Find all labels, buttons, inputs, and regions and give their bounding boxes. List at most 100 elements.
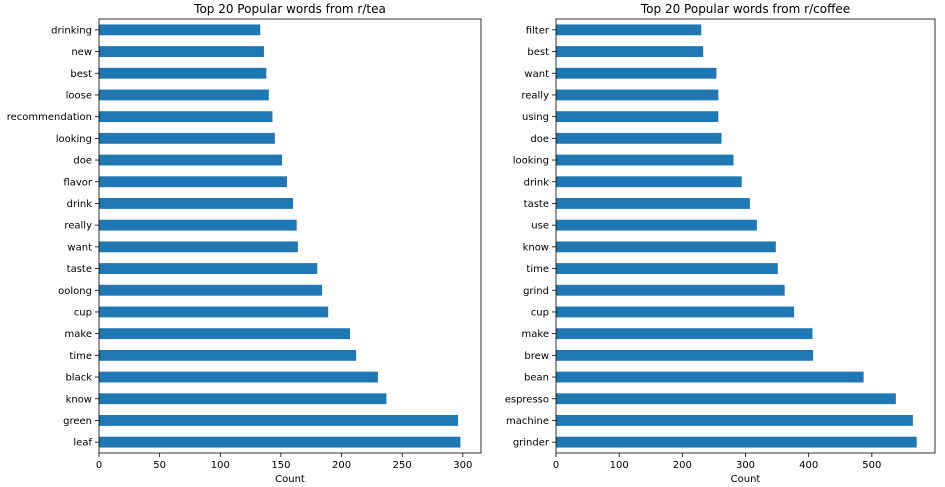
tea-x-tick-label: 100 [211,460,230,471]
tea-x-tick-label: 50 [153,460,166,471]
coffee-bar-filter [556,24,702,36]
coffee-x-tick-label: 500 [862,460,881,471]
tea-category-label: doe [73,156,92,167]
tea-x-tick-label: 250 [393,460,412,471]
coffee-category-label: using [522,112,549,123]
tea-bar-drink [99,198,294,209]
tea-x-tick-label: 150 [271,460,290,471]
tea-category-label: loose [66,90,92,101]
coffee-category-label: bean [524,373,549,384]
coffee-category-label: really [521,90,549,101]
coffee-chart: Top 20 Popular words from r/coffee filter… [505,2,936,485]
tea-chart-title: Top 20 Popular words from r/tea [193,2,386,16]
tea-x-tick-label: 300 [453,460,472,471]
tea-bar-black [99,371,378,383]
coffee-bar-taste [556,198,750,209]
coffee-category-label: use [531,221,549,232]
tea-category-label: new [71,47,92,58]
tea-bar-recommendation [99,111,273,123]
tea-category-label: know [66,394,92,405]
coffee-x-tick-label: 0 [553,460,559,471]
coffee-bar-really [556,89,719,101]
coffee-bar-drink [556,176,742,188]
coffee-x-tick-label: 300 [736,460,755,471]
coffee-bar-machine [556,415,913,426]
coffee-category-label: make [522,329,549,340]
tea-bar-want [99,241,298,253]
coffee-x-tick-label: 100 [610,460,629,471]
tea-category-label: flavor [63,177,92,188]
tea-bar-cup [99,306,329,318]
coffee-bar-doe [556,132,722,144]
tea-category-label: make [65,329,92,340]
tea-bar-doe [99,154,283,166]
coffee-category-label: espresso [505,394,549,405]
coffee-category-label: best [527,47,549,58]
coffee-bar-grind [556,284,785,296]
coffee-category-label: grinder [513,438,550,449]
tea-category-label: green [63,416,92,427]
coffee-x-tick-label: 200 [673,460,692,471]
coffee-category-label: taste [524,199,549,210]
tea-bar-leaf [99,436,461,448]
tea-category-label: black [65,373,92,384]
tea-bar-time [99,349,357,361]
tea-bar-make [99,328,351,340]
coffee-bar-bean [556,371,864,383]
coffee-bar-grinder [556,436,917,448]
tea-bar-know [99,393,387,405]
tea-bar-drinking [99,24,261,36]
tea-category-label: taste [67,264,92,275]
tea-bar-best [99,67,267,79]
coffee-bar-brew [556,349,814,361]
tea-x-axis-label: Count [275,474,305,485]
tea-category-label: oolong [58,286,92,297]
tea-chart: Top 20 Popular words from r/tea drinking n… [7,2,482,485]
tea-bar-flavor [99,176,287,188]
tea-bar-green [99,415,458,426]
coffee-bar-cup [556,306,795,318]
tea-category-label: leaf [73,438,92,449]
coffee-bar-looking [556,154,734,166]
coffee-category-label: brew [524,351,549,362]
coffee-category-label: time [526,264,549,275]
tea-category-label: recommendation [7,112,92,123]
tea-category-label: best [70,69,92,80]
tea-x-tick-label: 0 [96,460,102,471]
tea-bar-taste [99,263,318,274]
coffee-category-label: know [523,242,549,253]
tea-bar-new [99,46,264,57]
coffee-category-label: doe [530,134,549,145]
coffee-bar-want [556,67,717,79]
coffee-category-label: filter [526,25,550,36]
tea-category-label: drinking [51,25,92,36]
tea-category-label: looking [56,134,92,145]
tea-category-label: want [67,242,92,253]
tea-bar-loose [99,89,269,101]
tea-plot-frame [98,18,482,454]
coffee-x-tick-label: 400 [799,460,818,471]
coffee-bar-make [556,328,813,340]
tea-category-label: time [69,351,92,362]
coffee-chart-title: Top 20 Popular words from r/coffee [640,2,850,16]
coffee-bar-using [556,111,719,123]
coffee-category-label: drink [524,177,550,188]
coffee-category-label: want [524,69,549,80]
coffee-category-label: machine [506,416,549,427]
coffee-category-label: grind [523,286,549,297]
coffee-category-label: looking [513,156,549,167]
tea-bar-oolong [99,284,323,296]
tea-category-label: drink [67,199,93,210]
tea-x-tick-label: 200 [332,460,351,471]
coffee-x-axis-label: Count [731,474,761,485]
coffee-bar-espresso [556,393,896,405]
coffee-bar-know [556,241,776,253]
tea-bar-really [99,219,297,231]
coffee-bar-use [556,219,757,231]
tea-category-label: cup [74,307,92,318]
coffee-bar-best [556,46,704,57]
coffee-bar-time [556,263,778,274]
tea-bar-looking [99,132,275,144]
coffee-category-label: cup [531,307,549,318]
